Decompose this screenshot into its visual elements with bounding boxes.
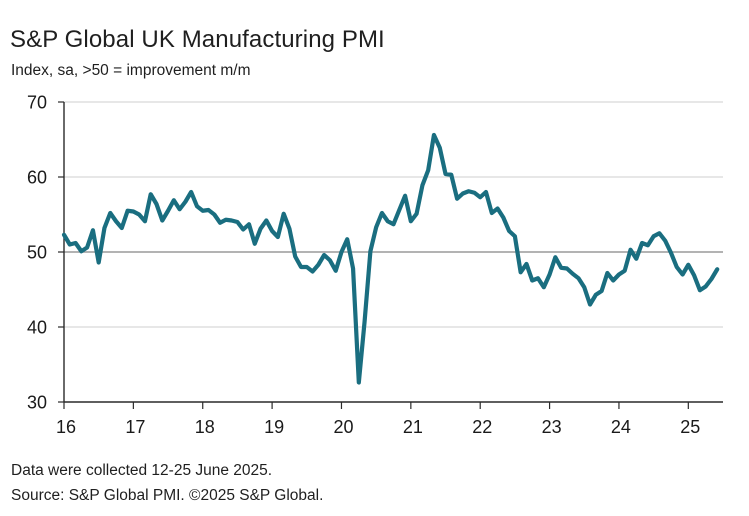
x-tick-label-25: 25 — [680, 417, 700, 437]
x-tick-label-21: 21 — [403, 417, 423, 437]
y-tick-label-40: 40 — [27, 318, 47, 338]
x-tick-label-24: 24 — [611, 417, 631, 437]
series-layer — [61, 132, 720, 385]
y-tick-labels: 30 40 50 60 70 — [27, 93, 47, 413]
chart-title: S&P Global UK Manufacturing PMI — [10, 26, 385, 53]
y-tick-label-60: 60 — [27, 168, 47, 188]
y-tick-label-30: 30 — [27, 393, 47, 413]
data-collection-note: Data were collected 12-25 June 2025. — [11, 462, 273, 479]
series-line-0 — [61, 132, 720, 385]
source-note: Source: S&P Global PMI. ©2025 S&P Global… — [11, 487, 324, 504]
x-tick-label-16: 16 — [56, 417, 76, 437]
x-tick-label-20: 20 — [333, 417, 353, 437]
x-tick-label-19: 19 — [264, 417, 284, 437]
chart-subtitle: Index, sa, >50 = improvement m/m — [11, 62, 251, 79]
x-tick-labels: 16 17 18 19 20 21 22 23 24 25 — [56, 417, 700, 437]
y-tick-label-50: 50 — [27, 243, 47, 263]
x-tick-label-18: 18 — [195, 417, 215, 437]
axes — [58, 101, 723, 409]
y-tick-label-70: 70 — [27, 93, 47, 113]
x-tick-label-23: 23 — [542, 417, 562, 437]
x-tick-label-22: 22 — [472, 417, 492, 437]
gridlines — [64, 101, 723, 328]
x-tick-label-17: 17 — [125, 417, 145, 437]
